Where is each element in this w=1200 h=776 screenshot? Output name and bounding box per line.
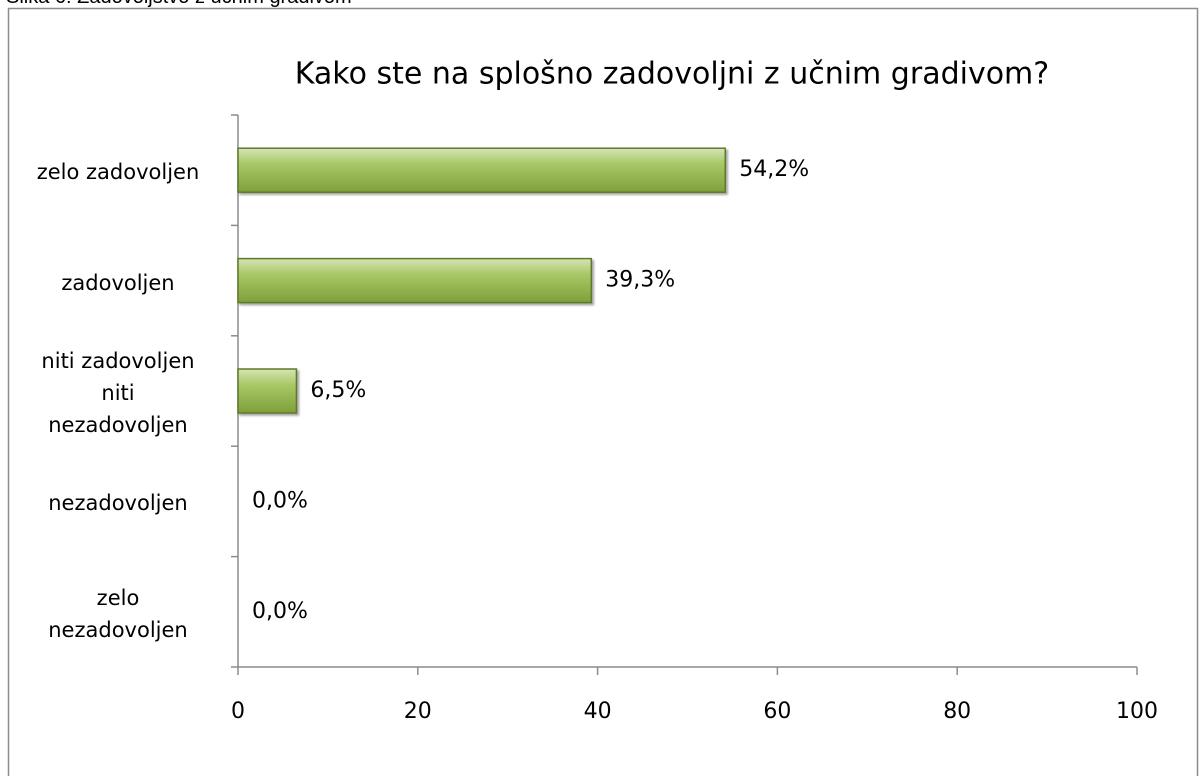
x-tick-label: 0 xyxy=(231,699,245,724)
y-tick-label: nezadovoljen xyxy=(48,491,188,516)
x-tick-label: 60 xyxy=(763,699,791,724)
value-label: 39,3% xyxy=(605,268,675,293)
value-label: 0,0% xyxy=(252,488,308,513)
x-tick-label: 100 xyxy=(1116,699,1158,724)
bar xyxy=(237,147,727,193)
chart-title: Kako ste na splošno zadovoljni z učnim g… xyxy=(295,57,1049,92)
x-tick-label: 40 xyxy=(584,699,612,724)
x-tick-label: 80 xyxy=(943,699,971,724)
chart-border xyxy=(7,7,1199,776)
y-tick-label: niti zadovoljen niti nezadovoljen xyxy=(41,349,195,437)
value-label: 54,2% xyxy=(739,157,809,182)
x-tick-label: 20 xyxy=(404,699,432,724)
bar xyxy=(237,368,298,414)
caption: Slika 6: Zadovoljstvo z učnim gradivom xyxy=(6,0,352,9)
y-tick-label: zelo nezadovoljen xyxy=(48,585,188,642)
value-label: 0,0% xyxy=(252,599,308,624)
y-tick-label: zelo zadovoljen xyxy=(36,160,200,185)
y-tick-label: zadovoljen xyxy=(61,270,175,295)
value-label: 6,5% xyxy=(310,378,366,403)
bar xyxy=(237,257,593,304)
